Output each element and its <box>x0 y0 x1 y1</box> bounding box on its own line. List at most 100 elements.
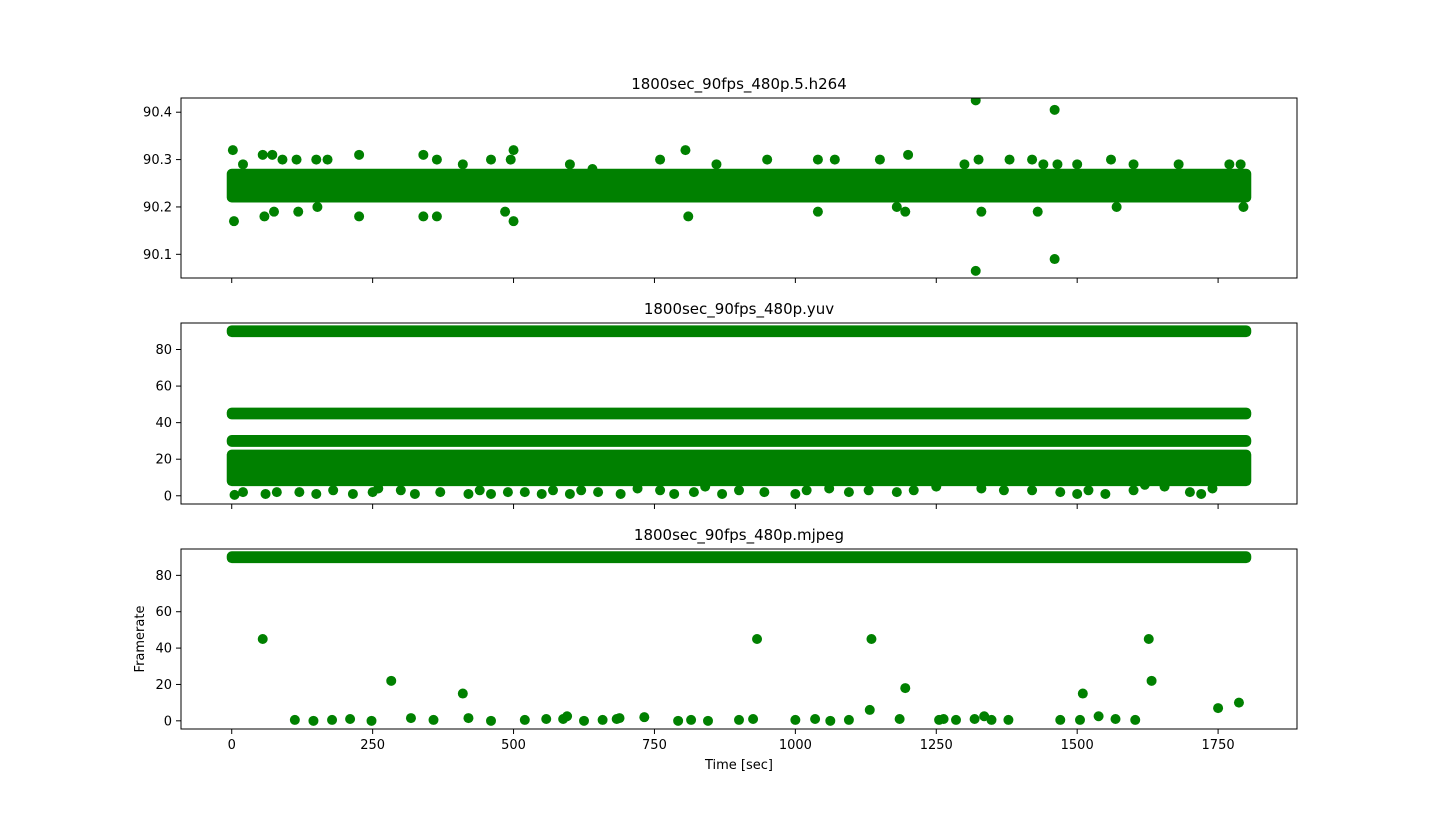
data-point <box>632 483 643 494</box>
data-point <box>1027 154 1038 165</box>
data-point <box>655 154 666 165</box>
data-point <box>614 713 625 724</box>
plot-frame <box>180 548 1298 730</box>
data-point <box>1139 479 1150 490</box>
data-point <box>267 149 278 160</box>
data-point <box>762 154 773 165</box>
data-point <box>564 488 575 499</box>
data-point <box>435 487 446 498</box>
data-point <box>486 715 496 726</box>
data-point <box>700 481 711 492</box>
data-point <box>1004 154 1015 165</box>
data-point <box>1130 714 1141 725</box>
y-tick-label: 90.2 <box>143 200 172 215</box>
data-point <box>327 714 338 725</box>
dense-point-band <box>226 407 1252 420</box>
data-point <box>951 714 961 725</box>
subplot-mjpeg: 1800sec_90fps_480p.mjpeg Time [sec] Fram… <box>133 526 1298 773</box>
plot-frame <box>180 322 1298 505</box>
data-point <box>959 159 970 170</box>
y-tick-label: 90.4 <box>143 106 172 121</box>
dense-point-band <box>226 168 1252 203</box>
data-point <box>976 206 987 217</box>
data-point <box>395 485 406 496</box>
data-point <box>717 488 728 499</box>
subplot-title: 1800sec_90fps_480p.mjpeg <box>634 526 844 545</box>
y-tick-label: 90.1 <box>143 248 172 263</box>
data-point <box>1049 254 1060 265</box>
data-point <box>1049 104 1060 115</box>
data-point <box>541 714 552 724</box>
data-point <box>386 675 397 686</box>
dense-point-band <box>226 551 1252 564</box>
data-point <box>328 485 339 496</box>
data-point <box>864 704 875 715</box>
data-point <box>790 488 801 499</box>
data-point <box>1128 159 1139 170</box>
data-point <box>673 715 684 726</box>
y-tick-label: 40 <box>155 642 172 657</box>
plot-area <box>226 98 1252 276</box>
data-point <box>259 211 270 222</box>
data-point <box>1110 714 1121 724</box>
data-point <box>294 487 305 498</box>
data-point <box>373 483 384 494</box>
data-point <box>260 488 271 499</box>
data-point <box>405 713 416 724</box>
data-point <box>1075 714 1085 725</box>
data-point <box>502 487 513 498</box>
data-point <box>986 714 997 725</box>
data-point <box>1128 485 1139 496</box>
data-point <box>801 485 812 496</box>
data-point <box>431 154 442 165</box>
data-point <box>1100 488 1111 499</box>
data-point <box>903 149 914 160</box>
data-point <box>812 154 823 165</box>
data-point <box>505 154 516 165</box>
data-point <box>409 488 420 499</box>
data-point <box>428 714 439 725</box>
data-point <box>900 683 911 694</box>
x-tick-label: 500 <box>501 738 526 753</box>
data-point <box>587 164 598 175</box>
data-point <box>366 715 377 726</box>
data-point <box>669 488 680 499</box>
data-point <box>1072 488 1083 499</box>
y-tick-label: 80 <box>155 569 172 584</box>
data-point <box>277 154 288 165</box>
data-point <box>1233 697 1244 708</box>
plot-frame <box>180 97 1298 279</box>
data-point <box>431 211 442 222</box>
data-point <box>593 487 604 498</box>
data-point <box>1003 714 1014 725</box>
data-point <box>457 159 468 170</box>
data-point <box>1196 488 1207 499</box>
data-point <box>500 206 511 217</box>
data-point <box>347 488 358 499</box>
data-point <box>345 714 356 724</box>
data-point <box>686 714 697 725</box>
data-point <box>711 159 722 170</box>
data-point <box>1213 703 1224 714</box>
data-point <box>998 485 1009 496</box>
data-point <box>810 714 821 724</box>
data-point <box>536 488 547 499</box>
data-point <box>289 714 300 725</box>
data-point <box>486 154 496 165</box>
dense-point-band <box>226 325 1252 338</box>
data-point <box>790 714 801 725</box>
y-tick-label: 60 <box>155 605 172 620</box>
data-point <box>891 487 902 498</box>
data-point <box>463 488 474 499</box>
dense-point-band <box>226 435 1252 447</box>
subplot-title: 1800sec_90fps_480p.5.h264 <box>631 75 847 94</box>
data-point <box>311 488 322 499</box>
subplot-title: 1800sec_90fps_480p.yuv <box>644 300 834 319</box>
data-point <box>486 488 496 499</box>
data-point <box>908 485 919 496</box>
data-point <box>688 487 699 498</box>
data-point <box>1055 487 1066 498</box>
data-point <box>734 485 744 496</box>
x-tick-label: 1000 <box>779 738 812 753</box>
